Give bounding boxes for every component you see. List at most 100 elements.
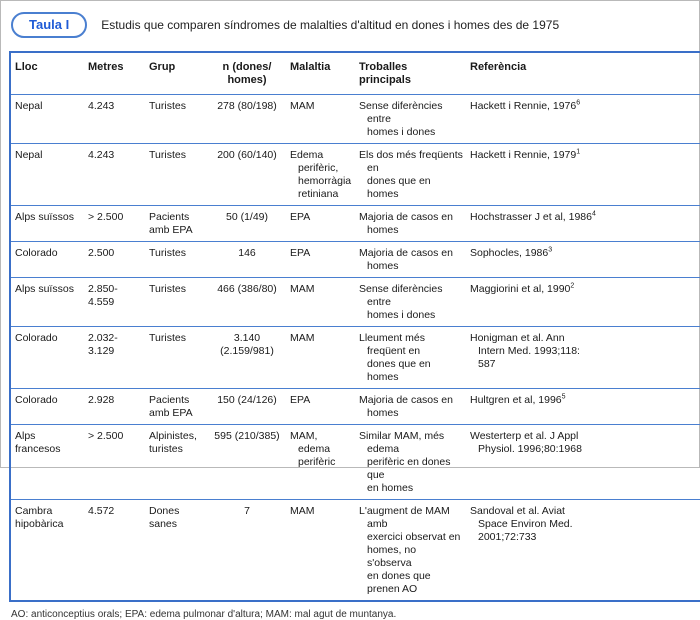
cell-referencia: Westerterp et al. J Appl Physiol. 1996;8…: [466, 424, 700, 500]
table-row: Cambra hipobàrica 4.572 Dones sanes 7 MAM L'a…: [10, 499, 700, 601]
cell-n: 466 (386/80): [207, 277, 286, 327]
cell-lloc: Alps suïssos: [10, 277, 84, 327]
cell-malaltia: MAM: [286, 326, 355, 389]
cell-grup: Pacients amb EPA: [145, 388, 207, 425]
reference-text: Westerterp et al. J Appl Physiol. 1996;8…: [470, 430, 582, 455]
column-header-n: n (dones/ homes): [207, 52, 286, 95]
cell-metres: 2.850-4.559: [84, 277, 145, 327]
cell-n: 50 (1/49): [207, 205, 286, 242]
cell-malaltia: MAM, edema perifèric: [286, 424, 355, 500]
cell-referencia: Honigman et al. Ann Intern Med. 1993;118…: [466, 326, 700, 389]
cell-n: 278 (80/198): [207, 94, 286, 144]
figure-header: Taula I Estudis que comparen síndromes d…: [11, 12, 691, 38]
cell-grup: Alpinistes, turistes: [145, 424, 207, 500]
reference-superscript: 1: [576, 148, 581, 156]
cell-troballes: Lleument més freqüent en dones que en ho…: [355, 326, 466, 389]
cell-n: 595 (210/385): [207, 424, 286, 500]
table-row: Colorado 2.500 Turistes 146 EPA Majoria de ca…: [10, 241, 700, 278]
cell-troballes: Majoria de casos en homes: [355, 241, 466, 278]
cell-n: 200 (60/140): [207, 143, 286, 206]
cell-lloc: Colorado: [10, 388, 84, 425]
table-row: Alps suïssos > 2.500 Pacients amb EPA 50 (1…: [10, 205, 700, 242]
cell-grup: Turistes: [145, 143, 207, 206]
cell-troballes: Sense diferències entre homes i dones: [355, 94, 466, 144]
column-header-malaltia: Malaltia: [286, 52, 355, 95]
reference-superscript: 5: [561, 393, 566, 401]
reference-text: Sandoval et al. Aviat Space Environ Med.…: [470, 505, 573, 543]
cell-grup: Turistes: [145, 94, 207, 144]
reference-superscript: 3: [548, 246, 553, 254]
table-header-row: Lloc Metres Grup n (dones/ homes) Malaltia Tr…: [10, 52, 700, 95]
cell-grup: Turistes: [145, 241, 207, 278]
reference-text: Maggiorini et al, 1990: [470, 283, 571, 295]
cell-lloc: Alps suïssos: [10, 205, 84, 242]
reference-text: Sophocles, 1986: [470, 247, 549, 259]
cell-referencia: Hackett i Rennie, 19791: [466, 143, 700, 206]
cell-referencia: Hultgren et al, 19965: [466, 388, 700, 425]
column-header-troballes: Troballes principals: [355, 52, 466, 95]
reference-text: Hultgren et al, 1996: [470, 394, 562, 406]
cell-metres: 2.032-3.129: [84, 326, 145, 389]
cell-metres: 4.243: [84, 143, 145, 206]
cell-grup: Dones sanes: [145, 499, 207, 601]
cell-metres: > 2.500: [84, 424, 145, 500]
reference-text: Hochstrasser J et al, 1986: [470, 211, 592, 223]
cell-referencia: Hochstrasser J et al, 19864: [466, 205, 700, 242]
table-head: Lloc Metres Grup n (dones/ homes) Malaltia Tr…: [10, 52, 700, 95]
cell-malaltia: Edema perifèric, hemorràgia retiniana: [286, 143, 355, 206]
cell-lloc: Nepal: [10, 143, 84, 206]
cell-referencia: Sophocles, 19863: [466, 241, 700, 278]
cell-grup: Turistes: [145, 326, 207, 389]
reference-text: Hackett i Rennie, 1979: [470, 149, 577, 161]
cell-grup: Pacients amb EPA: [145, 205, 207, 242]
table-row: Alps francesos > 2.500 Alpinistes, turiste…: [10, 424, 700, 500]
column-header-grup: Grup: [145, 52, 207, 95]
cell-referencia: Hackett i Rennie, 19766: [466, 94, 700, 144]
cell-malaltia: MAM: [286, 94, 355, 144]
cell-metres: 4.572: [84, 499, 145, 601]
reference-text: Hackett i Rennie, 1976: [470, 100, 577, 112]
reference-superscript: 6: [576, 99, 581, 107]
table-number-badge: Taula I: [11, 12, 88, 38]
cell-troballes: Majoria de casos en homes: [355, 388, 466, 425]
cell-malaltia: EPA: [286, 205, 355, 242]
cell-troballes: L'augment de MAM amb exercici observat e…: [355, 499, 466, 601]
column-header-metres: Metres: [84, 52, 145, 95]
reference-text: Honigman et al. Ann Intern Med. 1993;118…: [470, 332, 580, 370]
cell-lloc: Colorado: [10, 241, 84, 278]
cell-malaltia: EPA: [286, 388, 355, 425]
cell-troballes: Els dos més freqüents en dones que en ho…: [355, 143, 466, 206]
cell-lloc: Nepal: [10, 94, 84, 144]
figure-title: Estudis que comparen síndromes de malalt…: [101, 18, 560, 32]
cell-lloc: Colorado: [10, 326, 84, 389]
cell-lloc: Alps francesos: [10, 424, 84, 500]
column-header-lloc: Lloc: [10, 52, 84, 95]
table-row: Colorado 2.032-3.129 Turistes 3.140 (2.159/…: [10, 326, 700, 389]
cell-malaltia: EPA: [286, 241, 355, 278]
table-row: Alps suïssos 2.850-4.559 Turistes 466 (386/…: [10, 277, 700, 327]
cell-troballes: Sense diferències entre homes i dones: [355, 277, 466, 327]
reference-superscript: 2: [570, 282, 575, 290]
cell-lloc: Cambra hipobàrica: [10, 499, 84, 601]
cell-metres: 2.928: [84, 388, 145, 425]
table-row: Nepal 4.243 Turistes 200 (60/140) Edema peri…: [10, 143, 700, 206]
cell-n: 7: [207, 499, 286, 601]
cell-referencia: Maggiorini et al, 19902: [466, 277, 700, 327]
reference-superscript: 4: [591, 210, 596, 218]
cell-grup: Turistes: [145, 277, 207, 327]
abbreviations-footnote: AO: anticonceptius orals; EPA: edema pul…: [11, 609, 397, 620]
cell-referencia: Sandoval et al. Aviat Space Environ Med.…: [466, 499, 700, 601]
cell-metres: 4.243: [84, 94, 145, 144]
table-row: Colorado 2.928 Pacients amb EPA 150 (24/126…: [10, 388, 700, 425]
cell-troballes: Majoria de casos en homes: [355, 205, 466, 242]
cell-metres: > 2.500: [84, 205, 145, 242]
cell-n: 150 (24/126): [207, 388, 286, 425]
cell-malaltia: MAM: [286, 499, 355, 601]
column-header-referencia: Referència: [466, 52, 700, 95]
cell-n: 3.140 (2.159/981): [207, 326, 286, 389]
cell-n: 146: [207, 241, 286, 278]
altitude-studies-table: Lloc Metres Grup n (dones/ homes) Malaltia Tr…: [9, 51, 700, 602]
cell-metres: 2.500: [84, 241, 145, 278]
table-body: Nepal 4.243 Turistes 278 (80/198) MAM Sense d…: [10, 94, 700, 601]
